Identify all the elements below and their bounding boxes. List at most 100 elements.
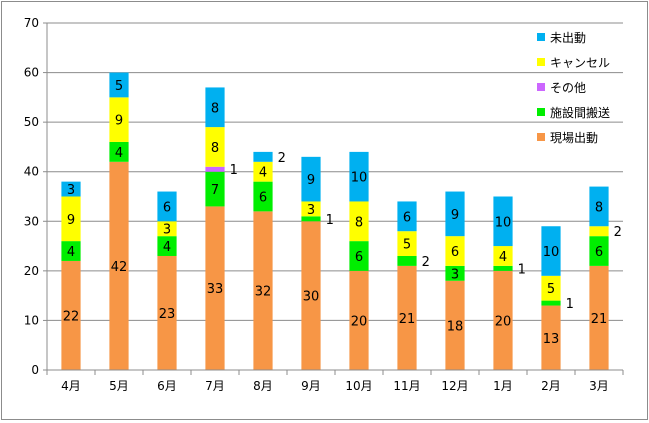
bar-segment <box>541 275 561 301</box>
data-label: 3 <box>67 183 75 198</box>
x-tick-label: 12月 <box>441 379 468 393</box>
bar-segment <box>61 260 81 370</box>
bar-segment <box>205 171 225 207</box>
bar-segment <box>589 236 609 266</box>
bar-segment <box>253 161 273 182</box>
bar-segment <box>397 265 417 370</box>
data-label: 1 <box>566 297 574 312</box>
x-tick-label: 8月 <box>253 379 273 393</box>
data-label: 4 <box>259 166 267 181</box>
data-label: 33 <box>207 282 224 297</box>
legend-label: 現場出動 <box>550 131 598 145</box>
data-label: 3 <box>451 267 459 282</box>
data-label: 9 <box>67 213 75 228</box>
data-label: 1 <box>326 213 334 228</box>
bar-segment <box>445 280 465 370</box>
y-tick-label: 40 <box>24 165 39 179</box>
x-tick-label: 6月 <box>157 379 177 393</box>
data-label: 8 <box>211 141 219 156</box>
data-label: 10 <box>543 245 560 260</box>
data-label: 8 <box>595 200 603 215</box>
data-label: 42 <box>111 260 128 275</box>
data-label: 6 <box>355 250 363 265</box>
x-tick-label: 9月 <box>301 379 321 393</box>
bar-segment <box>541 300 561 306</box>
bar-segment <box>301 156 321 202</box>
bar-segment <box>493 265 513 271</box>
bar-segment <box>253 211 273 370</box>
bar-segment <box>589 265 609 370</box>
bar-segment <box>61 196 81 242</box>
x-tick-label: 1月 <box>493 379 513 393</box>
data-label: 4 <box>499 250 507 265</box>
data-label: 3 <box>163 223 171 238</box>
data-label: 2 <box>614 225 622 240</box>
data-label: 6 <box>403 210 411 225</box>
x-tick-label: 2月 <box>541 379 561 393</box>
data-label: 23 <box>159 307 176 322</box>
x-tick-label: 3月 <box>589 379 609 393</box>
x-tick-label: 5月 <box>109 379 129 393</box>
bar-segment <box>205 127 225 167</box>
x-tick-label: 10月 <box>345 379 372 393</box>
bar-segment <box>397 231 417 256</box>
bar-segment <box>61 241 81 261</box>
data-label: 20 <box>351 314 368 329</box>
bar-segment <box>445 265 465 281</box>
data-label: 2 <box>278 151 286 166</box>
legend-swatch <box>537 133 545 141</box>
data-label: 10 <box>495 215 512 230</box>
data-label: 21 <box>591 312 608 327</box>
bar-segment <box>589 186 609 227</box>
bar-segment <box>493 270 513 370</box>
x-tick-label: 11月 <box>393 379 420 393</box>
bar-segment <box>301 201 321 217</box>
data-label: 4 <box>115 146 123 161</box>
bar-segment <box>109 72 129 98</box>
data-label: 6 <box>451 245 459 260</box>
y-tick-label: 10 <box>24 313 39 327</box>
data-label: 6 <box>163 200 171 215</box>
data-label: 6 <box>595 245 603 260</box>
data-label: 21 <box>399 312 416 327</box>
bar-segment <box>157 236 177 256</box>
data-label: 20 <box>495 314 512 329</box>
x-axis: 4月 5月 6月 7月 8月 9月 10月 11月 12月 1月 2月 3月 <box>46 369 624 393</box>
bar-segment <box>301 221 321 370</box>
legend-label: キャンセル <box>550 56 610 70</box>
data-label: 4 <box>67 245 75 260</box>
data-label: 8 <box>211 101 219 116</box>
data-label: 9 <box>451 208 459 223</box>
data-label: 6 <box>259 191 267 206</box>
bar-series: 2249342495234363371883264230139206810212… <box>61 72 622 370</box>
bar-segment <box>109 161 129 370</box>
legend-label: その他 <box>550 81 586 95</box>
bar-segment <box>493 246 513 266</box>
legend-swatch <box>537 58 545 66</box>
data-label: 5 <box>403 238 411 253</box>
bar-segment <box>61 181 81 197</box>
y-tick-label: 70 <box>24 16 39 30</box>
legend-label: 未出動 <box>550 31 586 45</box>
data-label: 5 <box>115 79 123 94</box>
bar-segment <box>301 216 321 222</box>
bar-segment <box>205 206 225 370</box>
legend-swatch <box>537 83 545 91</box>
bar-segment <box>445 236 465 266</box>
bar-segment <box>397 255 417 266</box>
data-label: 32 <box>255 285 272 300</box>
data-label: 4 <box>163 240 171 255</box>
x-tick-label: 4月 <box>61 379 81 393</box>
bar-segment <box>445 191 465 237</box>
bar-segment <box>589 226 609 237</box>
y-tick-label: 20 <box>24 264 39 278</box>
y-axis: 0 10 20 30 40 50 60 70 <box>24 16 48 377</box>
bar-segment <box>109 97 129 142</box>
bar-segment <box>253 181 273 212</box>
legend-swatch <box>537 33 545 41</box>
bar-segment <box>397 201 417 232</box>
y-tick-label: 30 <box>24 214 39 228</box>
data-label: 5 <box>547 282 555 297</box>
